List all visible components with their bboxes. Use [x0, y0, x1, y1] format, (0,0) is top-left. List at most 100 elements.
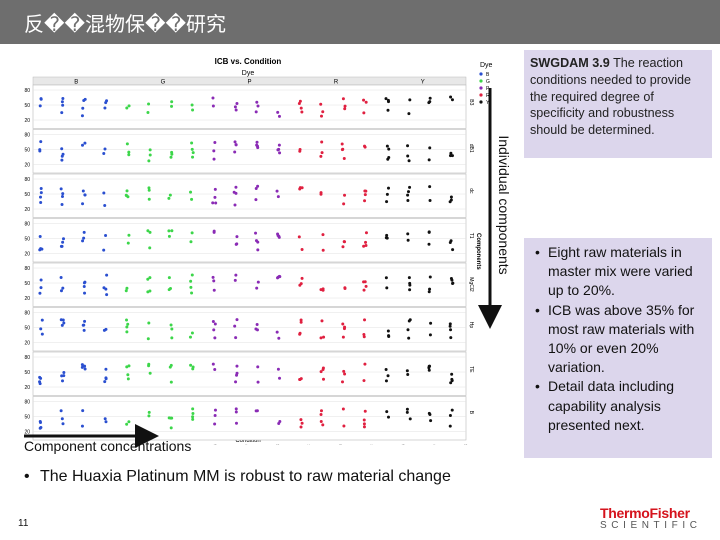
data-point: [212, 229, 216, 233]
data-point: [233, 278, 237, 282]
data-point: [127, 153, 131, 157]
data-point: [363, 409, 367, 413]
facet-header-Y: Y: [421, 80, 425, 86]
data-point: [126, 241, 130, 245]
y-tick-label: 80: [24, 355, 30, 361]
data-point: [211, 201, 215, 205]
swgdam-note: SWGDAM 3.9 The reaction conditions neede…: [524, 50, 712, 158]
data-point: [170, 327, 174, 331]
data-point: [39, 425, 43, 429]
data-point: [81, 202, 85, 206]
data-point: [406, 144, 410, 148]
facet-header-P: P: [247, 80, 251, 86]
data-point: [343, 240, 347, 244]
data-point: [448, 241, 452, 245]
data-point: [362, 418, 366, 422]
data-point: [449, 381, 453, 385]
data-point: [167, 276, 171, 280]
y-tick-label: 20: [24, 341, 30, 347]
data-point: [385, 410, 389, 414]
data-point: [60, 111, 64, 115]
data-point: [190, 331, 194, 335]
data-point: [278, 376, 282, 380]
data-point: [104, 233, 108, 237]
data-point: [83, 364, 87, 368]
data-point: [428, 333, 432, 337]
data-point: [146, 229, 150, 233]
data-point: [60, 158, 64, 162]
data-point: [428, 275, 432, 279]
facet-header-R: R: [334, 80, 339, 86]
bottom-bullet: • The Huaxia Platinum MM is robust to raw…: [24, 468, 451, 486]
data-point: [451, 281, 455, 285]
y-tick-label: 20: [24, 385, 30, 391]
y-tick-label: 20: [24, 430, 30, 436]
data-point: [191, 411, 195, 415]
y-tick-label: 80: [24, 266, 30, 272]
data-point: [189, 279, 193, 283]
data-point: [213, 408, 217, 412]
data-point: [387, 334, 391, 338]
data-point: [167, 229, 171, 233]
data-point: [319, 413, 323, 417]
data-point: [235, 318, 239, 322]
data-point: [276, 367, 280, 371]
data-point: [82, 328, 86, 332]
data-point: [406, 328, 410, 332]
data-point: [82, 281, 86, 285]
data-point: [147, 159, 151, 163]
y-tick-label: 80: [24, 222, 30, 228]
data-point: [191, 365, 195, 369]
data-point: [147, 186, 151, 190]
y-tick-label: 50: [24, 370, 30, 376]
data-point: [83, 367, 87, 371]
data-point: [277, 336, 281, 340]
data-point: [448, 424, 452, 428]
data-point: [61, 240, 65, 244]
data-point: [102, 248, 106, 252]
data-point: [406, 238, 410, 242]
data-point: [364, 240, 368, 244]
data-point: [297, 235, 301, 239]
data-point: [386, 374, 390, 378]
data-point: [321, 423, 325, 427]
data-point: [40, 318, 44, 322]
data-point: [103, 147, 107, 151]
data-point: [450, 408, 454, 412]
plot-title: ICB vs. Condition: [215, 57, 282, 66]
data-point: [81, 409, 85, 413]
data-point: [448, 413, 452, 417]
right-axis-title: Components: [475, 233, 481, 270]
data-point: [211, 96, 215, 100]
x-axis-label: Condition: [235, 438, 260, 444]
data-point: [275, 189, 279, 193]
data-point: [408, 281, 412, 285]
data-point: [104, 367, 108, 371]
data-point: [363, 199, 367, 203]
data-point: [59, 289, 63, 293]
data-point: [61, 152, 65, 156]
y-tick-label: 80: [24, 311, 30, 317]
data-point: [277, 421, 281, 425]
logo-line2: SCIENTIFIC: [600, 520, 702, 531]
data-point: [148, 148, 152, 152]
data-point: [61, 379, 65, 383]
data-point: [103, 106, 107, 110]
data-point: [81, 189, 85, 193]
data-point: [341, 97, 345, 101]
data-point: [319, 102, 323, 106]
data-point: [189, 285, 193, 289]
data-point: [62, 371, 66, 375]
data-point: [449, 276, 453, 280]
data-point: [191, 407, 195, 411]
data-point: [189, 190, 193, 194]
thermofisher-logo: ThermoFisher SCIENTIFIC: [600, 505, 710, 537]
data-point: [342, 424, 346, 428]
data-point: [364, 243, 368, 247]
data-point: [190, 231, 194, 235]
data-point: [319, 114, 323, 118]
data-point: [387, 156, 391, 160]
data-point: [341, 322, 345, 326]
data-point: [428, 100, 432, 104]
data-point: [407, 276, 411, 280]
